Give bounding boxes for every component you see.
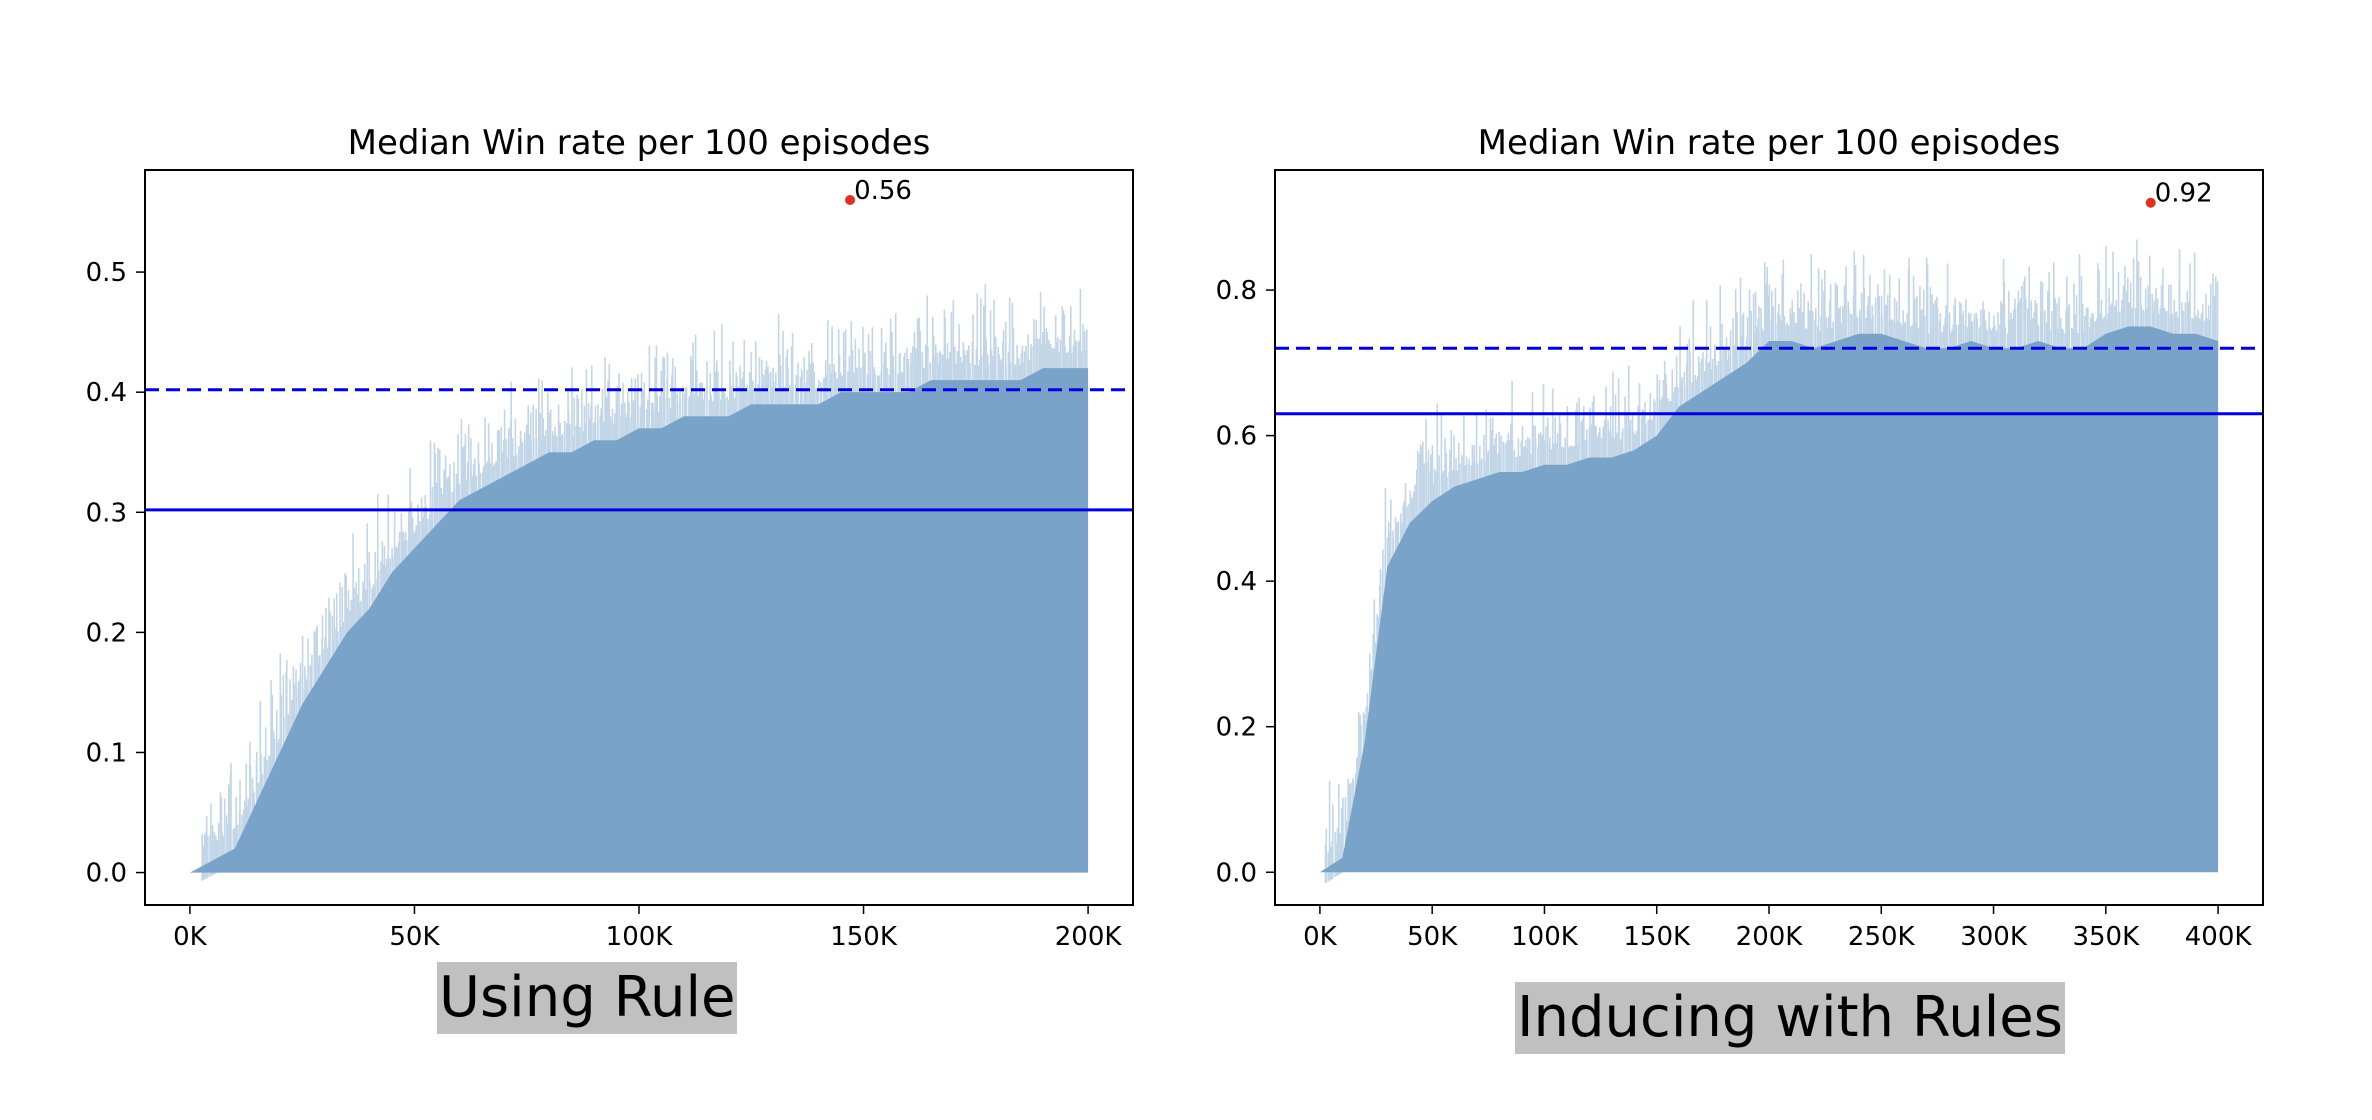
chart-using-rule: 0.56 0K 50K 100K 150K 200K 0.0 0.1 0.2 0.3 0.4 0.5 M… (86, 123, 1134, 952)
x-tick-label: 200K (1736, 922, 1804, 952)
win-rate-area (1319, 326, 2219, 873)
chart-title: Median Win rate per 100 episodes (1478, 123, 2061, 163)
x-tick-label: 250K (1848, 922, 1916, 952)
max-point-label: 0.92 (2155, 179, 2213, 209)
x-tick-label: 100K (1511, 922, 1579, 952)
y-tick-label: 0.0 (1216, 858, 1257, 888)
win-rate-noise (1324, 239, 2219, 884)
plot-area (145, 284, 1133, 881)
x-tick-label: 0K (173, 922, 208, 952)
chart-inducing-with-rules: 0.92 0K 50K 100K 150K 200K 250K 300K 350K 400K 0.0… (1216, 123, 2264, 952)
win-rate-noise (201, 284, 1088, 881)
caption-using-rule: Using Rule (437, 962, 738, 1034)
y-tick-label: 0.5 (86, 258, 127, 288)
max-point-marker (2145, 197, 2156, 208)
x-tick-label: 50K (1407, 922, 1458, 952)
max-point-label: 0.56 (854, 176, 912, 206)
x-tick-label: 150K (830, 922, 898, 952)
y-tick-label: 0.0 (86, 859, 127, 889)
x-tick-label: 0K (1303, 922, 1338, 952)
y-tick-label: 0.4 (1216, 567, 1257, 597)
x-tick-label: 350K (2072, 922, 2140, 952)
x-tick-label: 50K (389, 922, 440, 952)
caption-inducing-with-rules: Inducing with Rules (1515, 982, 2065, 1054)
max-point-marker (845, 195, 856, 206)
y-tick-label: 0.2 (86, 618, 127, 648)
x-tick-label: 400K (2185, 922, 2253, 952)
x-tick-label: 300K (1960, 922, 2028, 952)
y-tick-label: 0.3 (86, 498, 127, 528)
x-tick-label: 100K (606, 922, 674, 952)
x-tick-label: 200K (1055, 922, 1123, 952)
y-tick-label: 0.6 (1216, 422, 1257, 452)
win-rate-area (189, 368, 1089, 873)
x-tick-label: 150K (1623, 922, 1691, 952)
plot-area (1275, 239, 2263, 884)
chart-title: Median Win rate per 100 episodes (348, 123, 931, 163)
y-tick-label: 0.2 (1216, 713, 1257, 743)
y-tick-label: 0.1 (86, 738, 127, 768)
y-tick-label: 0.4 (86, 378, 127, 408)
y-tick-label: 0.8 (1216, 276, 1257, 306)
